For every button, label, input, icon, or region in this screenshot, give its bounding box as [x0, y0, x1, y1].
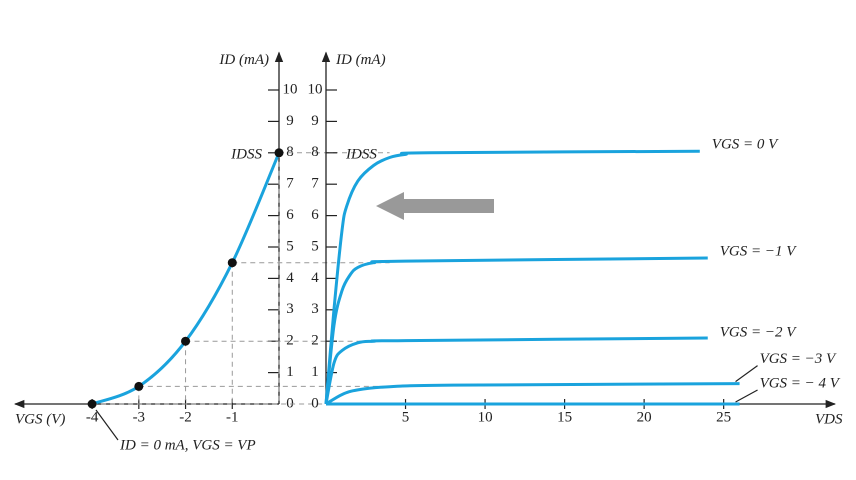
leader — [735, 365, 758, 383]
point — [274, 148, 284, 158]
leader — [735, 389, 758, 403]
curve — [325, 382, 740, 406]
y-tick-label: 4 — [311, 270, 319, 286]
x-axis-label: VGS (V) — [15, 411, 65, 427]
point — [87, 399, 97, 409]
y-tick-label: 6 — [311, 207, 319, 223]
y-tick-label: 1 — [311, 364, 319, 380]
annotation: ID = 0 mA, VGS = VP — [119, 437, 256, 453]
y-tick-label: 9 — [311, 113, 319, 129]
series-label: VGS = −1 V — [720, 243, 797, 259]
y-tick-label: 3 — [286, 301, 294, 317]
y-tick-label: 7 — [286, 176, 294, 192]
y-axis-label: ID (mA) — [218, 52, 269, 68]
y-tick-label: 5 — [286, 238, 294, 254]
y-tick-label: 8 — [311, 144, 319, 160]
y-tick-label: 9 — [286, 113, 294, 129]
x-tick-label: -1 — [226, 409, 239, 425]
x-tick-label: 10 — [478, 409, 493, 425]
curve — [324, 149, 700, 405]
y-tick-label: 4 — [286, 270, 294, 286]
y-tick-label: 8 — [286, 144, 294, 160]
x-axis-label: VDS — [815, 411, 843, 427]
y-tick-label: 5 — [311, 238, 319, 254]
series-label: VGS = −3 V — [760, 351, 837, 367]
x-tick-label: -2 — [179, 409, 192, 425]
y-tick-label: 2 — [311, 333, 319, 349]
curve — [324, 336, 708, 405]
x-tick-label: -3 — [133, 409, 146, 425]
point — [227, 258, 237, 268]
y-tick-label: 3 — [311, 301, 319, 317]
y-axis-label: ID (mA) — [335, 52, 386, 68]
y-tick-label: 10 — [308, 81, 323, 97]
shift-arrow — [376, 192, 494, 220]
series-label: VGS = 0 V — [712, 137, 779, 153]
x-tick-label: -4 — [86, 409, 99, 425]
leader — [95, 409, 119, 441]
y-tick-label: 6 — [286, 207, 294, 223]
y-tick-label: 10 — [283, 81, 298, 97]
annotation: IDSS — [230, 146, 262, 162]
series-label: VGS = − 4 V — [760, 375, 841, 391]
x-tick-label: 15 — [557, 409, 572, 425]
y-tick-label: 2 — [286, 333, 294, 349]
point — [134, 381, 144, 391]
y-tick-label: 1 — [286, 364, 294, 380]
curve — [91, 152, 281, 406]
y-tick-label: 0 — [311, 395, 319, 411]
x-tick-label: 5 — [402, 409, 410, 425]
x-tick-label: 20 — [637, 409, 652, 425]
series-label: VGS = −2 V — [720, 324, 797, 340]
curve — [324, 256, 708, 405]
point — [181, 336, 191, 346]
x-tick-label: 25 — [716, 409, 731, 425]
y-tick-label: 7 — [311, 176, 319, 192]
annotation: IDSS — [345, 146, 377, 162]
y-tick-label: 0 — [286, 395, 294, 411]
